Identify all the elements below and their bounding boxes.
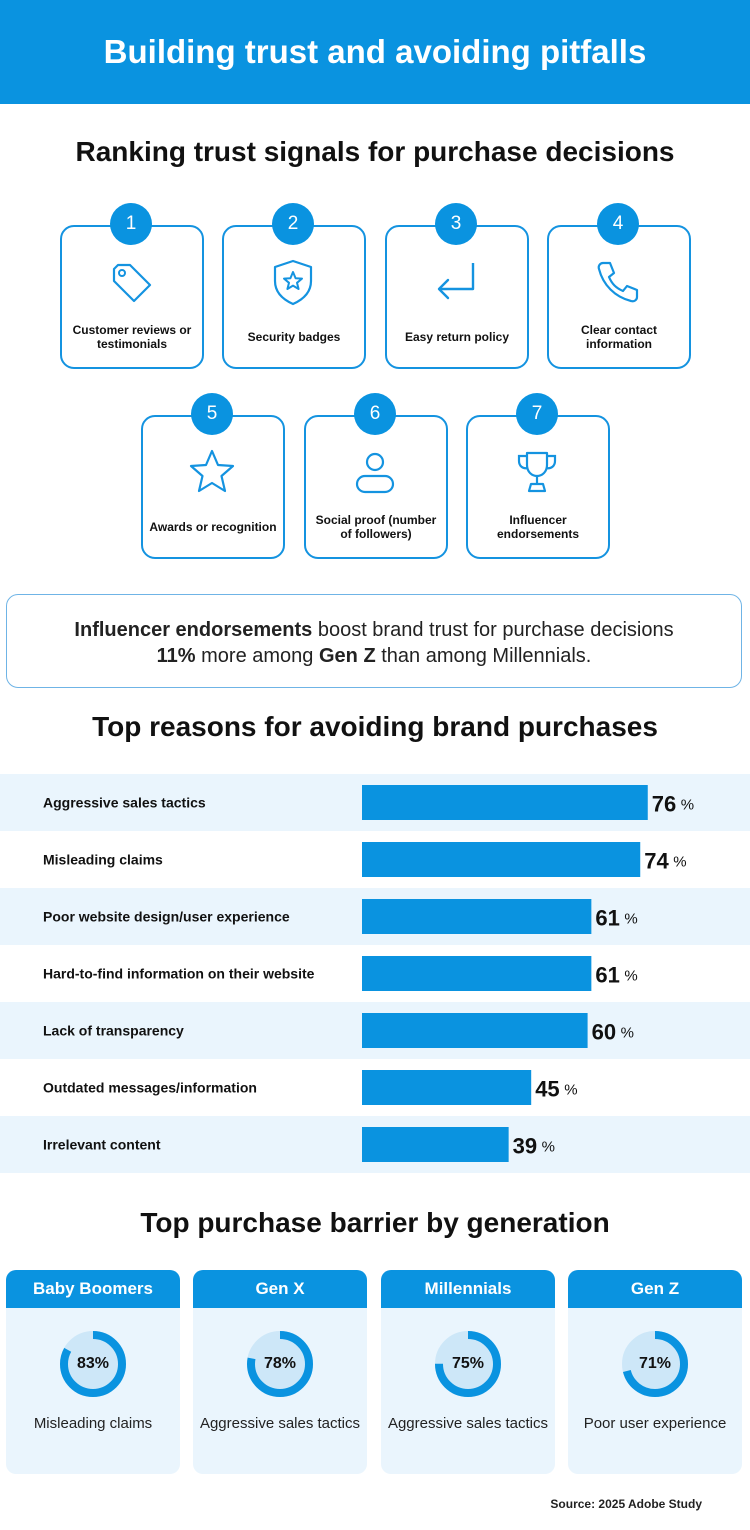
signal-card-5: 5 Awards or recognition [141,393,285,559]
donut-slice [435,1331,501,1397]
generation-card-body: 71% Poor user experience [568,1308,742,1474]
donut-chart [622,1331,688,1397]
trust-signals-title: Ranking trust signals for purchase decis… [75,136,675,167]
bar-value-label: 61 [595,906,619,931]
star-icon [189,449,235,493]
barrier-description: Poor user experience [583,1415,727,1432]
gen-z-callout: Influencer endorsements boost brand trus… [6,594,742,688]
shield-star-icon [273,259,313,306]
avoidance-bar-chart: Aggressive sales tactics 76 % Misleading cl… [0,774,750,1173]
bar-value-label: 76 [652,792,676,817]
signal-card-2: 2 Security badges [222,203,366,369]
phone-icon [597,261,639,303]
donut-chart [60,1331,126,1397]
bar [362,1013,588,1048]
donut-value-label: 78% [263,1355,297,1372]
donut-slice [247,1331,313,1397]
header-banner: Building trust and avoiding pitfalls [0,0,750,104]
callout-text-3: than among Millennials. [375,645,592,667]
signal-label: Customer reviews or testimonials [72,323,192,351]
generation-card-body: 75% Aggressive sales tactics [381,1308,555,1474]
donut-value-label: 71% [638,1355,672,1372]
bar-unit-label: % [564,1082,577,1099]
generation-card: Gen X 78% Aggressive sales tactics [193,1270,367,1474]
barrier-description: Aggressive sales tactics [199,1415,361,1432]
signal-label: Influencer endorsements [496,513,580,541]
donut-chart [435,1331,501,1397]
bar-category-label: Hard-to-find information on their websit… [43,966,315,982]
bar-unit-label: % [542,1139,555,1156]
bar-category-label: Lack of transparency [43,1023,184,1039]
generation-card: Gen Z 71% Poor user experience [568,1270,742,1474]
generation-card-body: 78% Aggressive sales tactics [193,1308,367,1474]
callout-bold-3: Gen Z [318,645,376,667]
bar-value-label: 74 [644,849,669,874]
callout-bold-2: 11% [156,645,196,667]
bar-unit-label: % [681,797,694,814]
tag-icon [112,263,152,303]
rank-badge: 7 [516,393,558,435]
callout-text-2: more among [195,645,319,667]
return-arrow-icon [437,263,475,300]
callout-bold-1: Influencer endorsements [74,619,313,641]
donut-value-label: 75% [451,1355,485,1372]
generation-card: Baby Boomers 83% Misleading claims [6,1270,180,1474]
header-title: Building trust and avoiding pitfalls [103,33,647,70]
rank-badge: 3 [435,203,477,245]
bar-unit-label: % [624,911,637,928]
donut-slice [60,1331,126,1397]
bar [362,956,592,991]
bar-category-label: Poor website design/user experience [43,909,290,925]
signal-card-4: 4 Clear contact information [547,203,691,369]
bar-unit-label: % [624,968,637,985]
bar [362,842,641,877]
rank-badge: 6 [354,393,396,435]
signal-label: Awards or recognition [149,520,277,534]
bar-category-label: Outdated messages/information [43,1080,257,1096]
person-icon [355,452,395,494]
signal-card-3: 3 Easy return policy [385,203,529,369]
rank-badge: 1 [110,203,152,245]
generation-label: Millennials [381,1270,555,1308]
bar-value-label: 45 [535,1077,559,1102]
bar-category-label: Irrelevant content [43,1137,161,1153]
barrier-description: Aggressive sales tactics [387,1415,549,1432]
bar [362,785,648,820]
bar [362,1127,509,1162]
signal-label: Social proof (number of followers) [315,513,437,541]
signal-card-6: 6 Social proof (number of followers) [304,393,448,559]
barrier-description: Misleading claims [33,1415,153,1432]
avoidance-chart-title: Top reasons for avoiding brand purchases [92,711,658,742]
generation-label: Baby Boomers [6,1270,180,1308]
bar [362,899,592,934]
callout-text-1: boost brand trust for purchase decisions [312,619,674,641]
generation-chart-title: Top purchase barrier by generation [140,1207,610,1238]
bar-value-label: 39 [513,1134,537,1159]
trophy-icon [517,451,557,493]
bar [362,1070,532,1105]
signal-card-7: 7 Influencer endorsements [466,393,610,559]
bar-unit-label: % [621,1025,634,1042]
bar-unit-label: % [673,854,686,871]
bar-value-label: 61 [595,963,619,988]
bar-value-label: 60 [592,1020,616,1045]
bar-category-label: Aggressive sales tactics [43,795,206,811]
rank-badge: 5 [191,393,233,435]
donut-slice [622,1331,688,1397]
generation-label: Gen X [193,1270,367,1308]
signal-label: Easy return policy [404,330,510,344]
rank-badge: 2 [272,203,314,245]
generation-card: Millennials 75% Aggressive sales tactics [381,1270,555,1474]
bar-category-label: Misleading claims [43,852,163,868]
rank-badge: 4 [597,203,639,245]
generation-card-body: 83% Misleading claims [6,1308,180,1474]
signal-label: Security badges [247,330,341,344]
donut-chart [247,1331,313,1397]
generation-label: Gen Z [568,1270,742,1308]
signal-card-1: 1 Customer reviews or testimonials [60,203,204,369]
source-note: Source: 2025 Adobe Study [550,1497,702,1511]
donut-value-label: 83% [76,1355,110,1372]
signal-label: Clear contact information [580,323,658,351]
